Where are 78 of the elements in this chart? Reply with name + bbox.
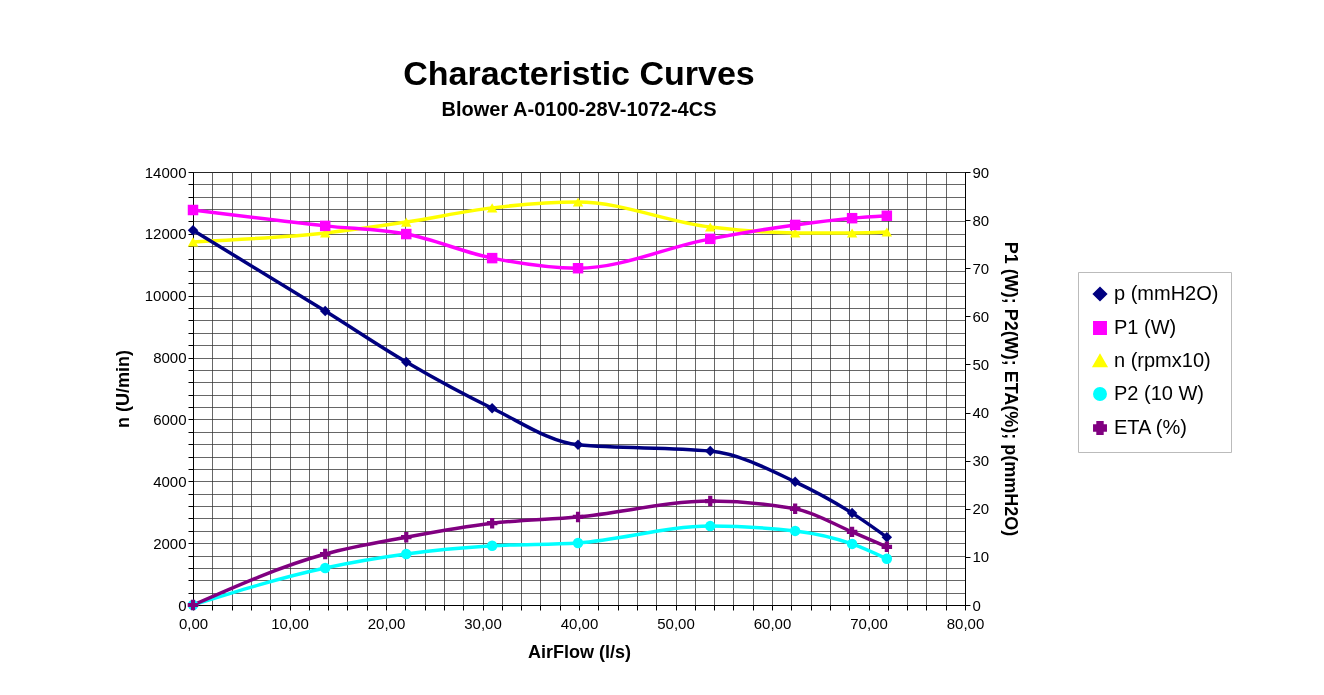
y2-tick-label: 50 <box>972 355 990 373</box>
y-tick-label: 14000 <box>144 163 187 181</box>
point <box>486 517 498 529</box>
legend-label: n (rpmx10) <box>1114 349 1211 371</box>
point <box>401 217 412 227</box>
point <box>789 503 801 515</box>
y-tick-label: 0 <box>178 596 187 614</box>
y2-tick-label: 60 <box>972 307 990 325</box>
y2-tick-label: 80 <box>972 211 990 229</box>
point <box>846 212 858 224</box>
point <box>319 548 331 560</box>
point <box>319 562 331 574</box>
y2-tick-label: 90 <box>972 163 990 181</box>
point <box>705 445 716 457</box>
legend-label: P1 (W) <box>1114 316 1177 338</box>
point <box>881 553 893 565</box>
point <box>572 197 584 207</box>
y-tick-label: 8000 <box>153 349 187 367</box>
x-tick-label: 20,00 <box>367 614 406 632</box>
point <box>789 219 801 231</box>
legend-label: ETA (%) <box>1114 416 1187 438</box>
x-tick-label: 80,00 <box>946 614 985 632</box>
point <box>846 538 858 550</box>
point <box>486 203 498 213</box>
y-tick-label: 6000 <box>153 410 187 428</box>
y-axis-title: n (U/min) <box>112 350 133 428</box>
point <box>486 252 498 264</box>
x-tick-label: 10,00 <box>271 614 309 632</box>
point <box>705 233 716 245</box>
y2-tick-label: 30 <box>972 452 990 470</box>
x-tick-label: 60,00 <box>753 614 792 632</box>
x-tick-label: 0,00 <box>178 614 209 632</box>
point <box>789 525 801 537</box>
point <box>401 531 412 543</box>
x-tick-label: 70,00 <box>850 614 888 632</box>
y-tick-label: 4000 <box>153 472 187 490</box>
point <box>401 356 412 368</box>
point <box>881 531 893 543</box>
y2-tick-label: 70 <box>972 259 990 277</box>
x-tick-label: 30,00 <box>464 614 502 632</box>
point <box>846 228 858 238</box>
point <box>401 548 412 560</box>
point <box>187 237 199 247</box>
point <box>705 520 716 532</box>
point <box>187 224 199 236</box>
y-tick-label: 12000 <box>144 225 187 243</box>
y-tick-label: 2000 <box>153 534 187 552</box>
point <box>572 537 584 549</box>
chart-title: Characteristic Curves <box>403 54 755 92</box>
point <box>881 541 893 553</box>
point <box>705 495 716 507</box>
y2-tick-label: 20 <box>972 500 990 518</box>
point <box>705 222 716 232</box>
point <box>789 476 801 488</box>
x-tick-label: 40,00 <box>560 614 599 632</box>
point <box>572 262 584 274</box>
point <box>881 210 893 222</box>
legend-label: p (mmH2O) <box>1114 282 1219 304</box>
y-tick-label: 10000 <box>144 287 187 305</box>
point <box>572 511 584 523</box>
point <box>319 220 331 232</box>
point <box>881 227 893 237</box>
legend-label: P2 (10 W) <box>1114 382 1205 404</box>
point <box>572 439 584 451</box>
point <box>486 402 498 414</box>
chart-subtitle: Blower A-0100-28V-1072-4CS <box>441 98 717 120</box>
y2-tick-label: 10 <box>972 548 990 566</box>
point <box>401 228 412 240</box>
x-axis-title: AirFlow (l/s) <box>528 641 631 662</box>
point <box>486 540 498 552</box>
y2-tick-label: 40 <box>972 404 990 422</box>
point <box>846 526 858 538</box>
point <box>319 305 331 317</box>
point <box>187 204 199 216</box>
y2-tick-label: 0 <box>972 596 981 614</box>
y2-axis-title: P1 (W); P2(W); ETA(%); p(mmH2O) <box>1001 241 1022 537</box>
x-tick-label: 50,00 <box>657 614 695 632</box>
point <box>846 507 858 519</box>
